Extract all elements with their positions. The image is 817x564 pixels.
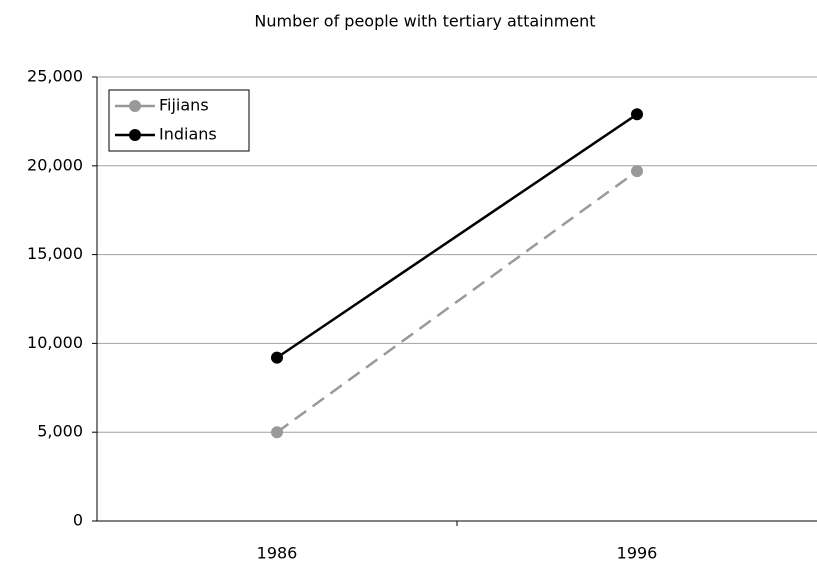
legend-label: Indians bbox=[159, 125, 217, 144]
marker bbox=[271, 351, 283, 364]
y-tick-label: 5,000 bbox=[37, 422, 83, 441]
legend-box bbox=[108, 89, 250, 152]
marker bbox=[631, 108, 643, 121]
x-tick-label: 1996 bbox=[617, 544, 658, 563]
y-tick-label: 15,000 bbox=[27, 244, 83, 263]
legend-marker bbox=[129, 129, 141, 141]
chart-title: Number of people with tertiary attainmen… bbox=[254, 12, 595, 31]
series-line bbox=[276, 113, 638, 359]
legend-label: Fijians bbox=[159, 96, 209, 115]
series-line bbox=[276, 170, 638, 434]
legend-marker bbox=[129, 100, 141, 112]
marker bbox=[631, 165, 643, 178]
y-tick-label: 10,000 bbox=[27, 333, 83, 352]
y-tick-label: 25,000 bbox=[27, 67, 83, 86]
x-tick-label: 1986 bbox=[257, 544, 298, 563]
marker bbox=[271, 426, 283, 439]
y-tick-label: 0 bbox=[73, 511, 83, 530]
y-tick-label: 20,000 bbox=[27, 155, 83, 174]
